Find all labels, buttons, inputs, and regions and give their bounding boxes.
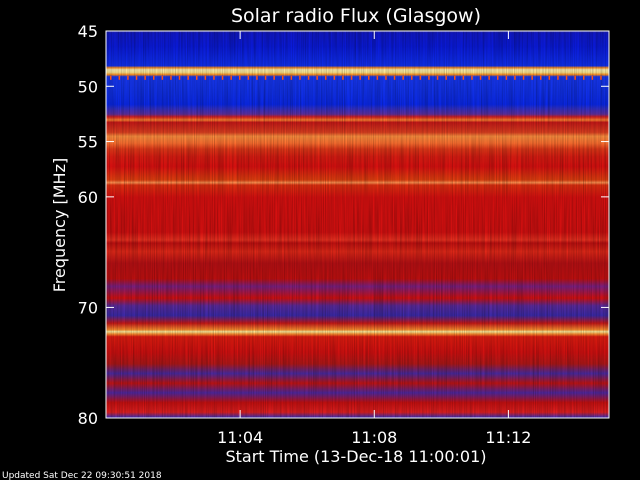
x-axis-label: Start Time (13-Dec-18 11:00:01) [225,447,486,466]
plot-area [105,30,610,419]
interference-marker [170,75,172,80]
interference-marker [110,75,112,80]
y-axis-label: Frequency [MHz] [50,158,69,292]
interference-marker [290,75,293,80]
interference-marker [497,75,499,80]
interference-marker [178,75,181,80]
interference-marker [574,75,576,80]
x-tick-label: 11:12 [485,428,531,447]
interference-marker [436,75,439,80]
y-tick-label: 60 [78,188,98,207]
interference-marker [118,75,121,80]
interference-marker [127,75,129,80]
interference-marker [239,75,241,80]
interference-marker [522,75,525,80]
interference-marker [333,75,336,80]
interference-marker [514,75,516,80]
interference-marker [591,75,594,80]
interference-marker [557,75,559,80]
interference-marker [342,75,344,80]
interference-marker [196,75,198,80]
interference-marker [187,75,189,80]
interference-marker [462,75,465,80]
interference-marker [307,75,310,80]
interference-marker [144,75,146,80]
interference-marker [230,75,232,80]
interference-marker [531,75,533,80]
interference-marker [505,75,508,80]
interference-marker [428,75,430,80]
x-tick-label: 11:08 [351,428,397,447]
interference-marker [221,75,224,80]
x-axis: 11:04 11:08 11:12 [217,31,531,447]
interference-marker [247,75,250,80]
interference-marker [213,75,215,80]
y-tick-label: 55 [78,133,98,152]
plot-frame [105,30,610,419]
interference-marker [479,75,482,80]
interference-marker [385,75,387,80]
interference-marker [548,75,551,80]
interference-marker [282,75,284,80]
y-tick-label: 80 [78,409,98,428]
y-tick-label: 70 [78,298,98,317]
interference-marker [419,75,422,80]
interference-marker [153,75,155,80]
interference-marker [565,75,568,80]
chart-title: Solar radio Flux (Glasgow) [231,5,481,27]
interference-markers [110,75,602,80]
spectrogram-texture [106,31,609,418]
y-axis: 45 50 55 60 70 80 [78,22,609,428]
interference-marker [316,75,318,80]
interference-marker [256,75,258,80]
interference-marker [135,75,138,80]
interference-marker [454,75,456,80]
interference-marker [402,75,404,80]
interference-marker [299,75,301,80]
interference-marker [445,75,447,80]
interference-marker [393,75,396,80]
interference-marker [376,75,379,80]
interference-marker [368,75,370,80]
interference-marker [161,75,164,80]
y-tick-label: 45 [78,22,98,41]
interference-marker [204,75,207,80]
interference-marker [359,75,361,80]
interference-marker [350,75,353,80]
interference-marker [600,75,602,80]
interference-marker [540,75,542,80]
interference-marker [488,75,490,80]
interference-marker [411,75,413,80]
interference-marker [583,75,585,80]
y-tick-label: 50 [78,77,98,96]
interference-marker [325,75,327,80]
interference-marker [273,75,275,80]
updated-timestamp: Updated Sat Dec 22 09:30:51 2018 [2,471,162,480]
interference-marker [471,75,473,80]
x-tick-label: 11:04 [217,428,263,447]
interference-marker [264,75,267,80]
